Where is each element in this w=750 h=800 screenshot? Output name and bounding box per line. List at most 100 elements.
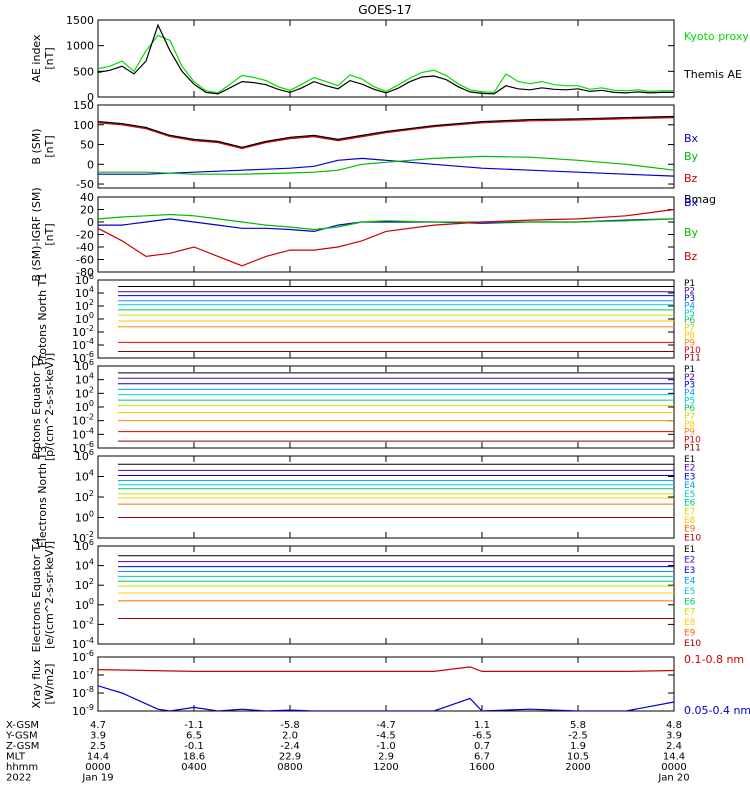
legend-e5: E5 (684, 587, 695, 597)
ytick-label: 102 (75, 489, 94, 504)
legend-by: By (684, 150, 699, 163)
legend-p11: P11 (684, 353, 701, 363)
ytick-label: 100 (73, 119, 94, 132)
legend-e5: E5 (684, 490, 695, 500)
series-line-0-05-0-4-nm (98, 685, 674, 711)
panel-frame (97, 104, 675, 189)
legend-e7: E7 (684, 608, 695, 618)
orbit-cell: 22.9 (279, 752, 301, 763)
orbit-cell: 1200 (373, 762, 398, 773)
ytick-label: 106 (75, 358, 94, 373)
orbit-cell: -0.1 (184, 741, 204, 752)
y-axis-label: Xray flux (30, 659, 43, 709)
ytick-label: 150 (73, 99, 94, 112)
series-line-bz (98, 117, 674, 150)
panel-frame (97, 19, 675, 98)
legend-e1: E1 (684, 545, 695, 555)
legend-p3: P3 (684, 381, 695, 391)
legend-p11: P11 (684, 443, 701, 453)
legend-e4: E4 (684, 481, 696, 491)
ytick-label: 104 (75, 285, 94, 300)
y-axis-label: Protons Equator T2 (30, 354, 43, 459)
ytick-label: 10-4 (72, 426, 94, 441)
ytick-label: -60 (76, 254, 94, 267)
legend-e6: E6 (684, 597, 696, 607)
legend-p9: P9 (684, 428, 695, 438)
orbit-row-label: Y-GSM (5, 731, 38, 742)
legend-e4: E4 (684, 576, 696, 586)
ytick-label: 106 (75, 272, 94, 287)
ytick-label: 0 (87, 216, 94, 229)
orbit-cell: 14.4 (663, 752, 685, 763)
series-line-0-1-0-8-nm (98, 666, 674, 673)
legend-bz: Bz (684, 250, 698, 263)
orbit-cell: 0800 (277, 762, 302, 773)
series-line-bx (98, 157, 674, 177)
ytick-label: 102 (75, 298, 94, 313)
orbit-cell: 6.5 (186, 731, 202, 742)
legend-e2: E2 (684, 555, 695, 565)
orbit-cell: 2.5 (90, 741, 106, 752)
orbit-cell: Jan 20 (657, 773, 689, 784)
legend-bx: Bx (684, 132, 699, 145)
legend-e2: E2 (684, 464, 695, 474)
ytick-label: 10-4 (72, 636, 94, 651)
ytick-label: -50 (76, 178, 94, 191)
legend-by: By (684, 226, 699, 239)
orbit-cell: 1600 (469, 762, 494, 773)
series-line-by (98, 155, 674, 175)
series-line-by (98, 213, 674, 231)
y-axis-label: [nT] (43, 135, 56, 157)
orbit-row-label: X-GSM (6, 720, 39, 731)
orbit-cell: 5.8 (570, 720, 586, 731)
ytick-label: 104 (75, 558, 94, 573)
y-axis-label: [nT] (43, 223, 56, 245)
orbit-cell: -4.7 (376, 720, 396, 731)
orbit-row-label: 2022 (6, 773, 31, 784)
ytick-label: 100 (75, 597, 94, 612)
ytick-label: 1000 (66, 40, 94, 53)
legend-e8: E8 (684, 618, 696, 628)
ytick-label: 10-6 (72, 649, 94, 664)
y-axis-label: B (SM)-IGRF (SM) (30, 187, 43, 281)
legend-e1: E1 (684, 455, 695, 465)
orbit-row-label: hhmm (6, 762, 38, 773)
panel-2: -50 0 50 100 150 B (SM) [nT] Bx By Bz Bmag (30, 99, 716, 206)
series-line-kyoto-proxy-ae (98, 34, 674, 94)
orbit-cell: 3.9 (90, 731, 106, 742)
legend-p6: P6 (684, 404, 695, 414)
ytick-label: 104 (75, 372, 94, 387)
ytick-label: -40 (76, 241, 94, 254)
legend-p8: P8 (684, 420, 695, 430)
ytick-label: 106 (75, 448, 94, 463)
ytick-label: 50 (80, 139, 94, 152)
orbit-cell: 3.9 (666, 731, 682, 742)
orbit-cell: 14.4 (87, 752, 109, 763)
orbit-cell: 2000 (565, 762, 590, 773)
legend-p4: P4 (684, 301, 695, 311)
legend-p7: P7 (684, 412, 695, 422)
y-axis-label: Electrons North T3 (36, 446, 49, 548)
legend-p1: P1 (684, 279, 695, 289)
legend-bz: Bz (684, 172, 698, 185)
legend-p4: P4 (684, 389, 695, 399)
orbit-cell: 0400 (181, 762, 206, 773)
ytick-label: 10-2 (72, 413, 94, 428)
panel-frame (97, 455, 675, 539)
legend-p10: P10 (684, 436, 701, 446)
y-axis-label: Electrons Equator T4 (30, 538, 43, 653)
legend-kyoto-proxy-ae: Kyoto proxy AE (684, 30, 750, 43)
panel-7: 106 104 102 100 10-2 10-4 Electrons Equator T4… (30, 538, 701, 653)
orbit-cell: 2.4 (666, 741, 682, 752)
legend-0-05-0-4-nm: 0.05-0.4 nm (684, 704, 750, 717)
ytick-label: 10-6 (72, 440, 94, 455)
y-axis-label: [nT] (43, 47, 56, 69)
legend-themis-ae: Themis AE (683, 68, 742, 81)
orbit-cell: 18.6 (183, 752, 205, 763)
orbit-cell: -2.5 (568, 731, 588, 742)
